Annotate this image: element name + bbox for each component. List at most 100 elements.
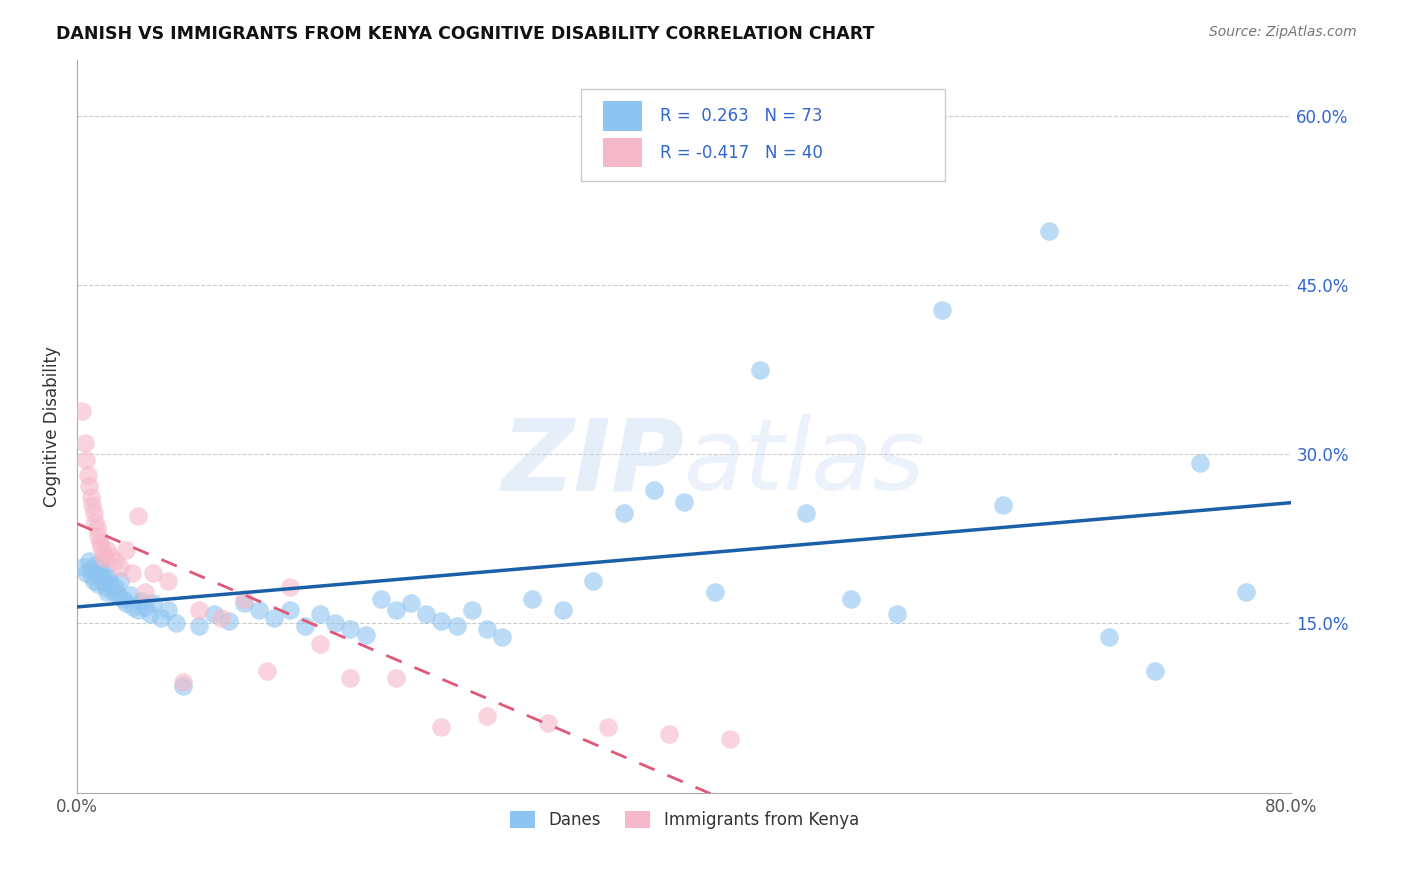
Point [354, 628, 377, 642]
Point [91, 574, 114, 588]
Point [114, 543, 136, 558]
Point [233, 591, 256, 606]
Point [794, 506, 817, 520]
Point [129, 594, 152, 608]
Point [75, 566, 97, 580]
Point [582, 574, 605, 588]
Point [309, 607, 332, 622]
Point [120, 588, 142, 602]
Text: R = -0.417   N = 40: R = -0.417 N = 40 [659, 144, 823, 161]
Point [127, 603, 149, 617]
Point [114, 596, 136, 610]
Point [233, 596, 256, 610]
Point [202, 607, 225, 622]
Point [1234, 585, 1257, 599]
Point [96, 585, 118, 599]
Point [76, 467, 98, 482]
Point [122, 599, 145, 614]
Point [108, 574, 131, 588]
Point [385, 603, 408, 617]
Text: Source: ZipAtlas.com: Source: ZipAtlas.com [1209, 25, 1357, 39]
Point [142, 566, 165, 580]
Point [537, 715, 560, 730]
Point [399, 596, 422, 610]
Point [121, 566, 143, 580]
Point [209, 611, 232, 625]
Text: atlas: atlas [685, 414, 927, 511]
Point [93, 566, 115, 580]
Point [142, 596, 165, 610]
Point [104, 581, 127, 595]
Point [107, 588, 129, 602]
Point [87, 577, 110, 591]
Text: ZIP: ZIP [502, 414, 685, 511]
Point [83, 574, 105, 588]
Point [157, 574, 180, 588]
Point [90, 540, 112, 554]
Point [82, 569, 104, 583]
Point [278, 603, 301, 617]
Point [263, 611, 285, 625]
Point [309, 637, 332, 651]
Point [73, 436, 96, 450]
Point [278, 581, 301, 595]
Point [415, 607, 437, 622]
Point [673, 494, 696, 508]
Point [139, 607, 162, 622]
Point [256, 664, 278, 678]
Point [491, 630, 513, 644]
Point [157, 603, 180, 617]
Point [475, 709, 498, 723]
Point [643, 483, 665, 498]
Point [72, 560, 94, 574]
Point [98, 571, 121, 585]
Point [83, 506, 105, 520]
Point [886, 607, 908, 622]
Point [218, 614, 240, 628]
Point [80, 490, 103, 504]
Point [96, 543, 118, 558]
Bar [603, 102, 641, 131]
Point [598, 720, 620, 734]
Y-axis label: Cognitive Disability: Cognitive Disability [44, 346, 60, 507]
Point [149, 611, 172, 625]
Point [80, 562, 103, 576]
Point [1189, 456, 1212, 470]
Point [1143, 664, 1166, 678]
Point [75, 453, 97, 467]
Point [339, 622, 361, 636]
Point [522, 591, 544, 606]
Point [86, 566, 108, 580]
Point [103, 585, 125, 599]
Text: DANISH VS IMMIGRANTS FROM KENYA COGNITIVE DISABILITY CORRELATION CHART: DANISH VS IMMIGRANTS FROM KENYA COGNITIV… [56, 25, 875, 43]
Point [385, 671, 408, 685]
Point [172, 675, 194, 690]
Point [100, 577, 122, 591]
Point [749, 363, 772, 377]
Point [247, 603, 270, 617]
Point [84, 515, 107, 529]
Point [931, 302, 953, 317]
Point [94, 581, 117, 595]
Point [91, 547, 114, 561]
Point [89, 560, 111, 574]
Point [77, 479, 100, 493]
Point [77, 554, 100, 568]
Point [658, 727, 681, 741]
Point [323, 616, 346, 631]
Point [187, 603, 209, 617]
Bar [603, 138, 641, 168]
Point [551, 603, 574, 617]
Point [718, 731, 741, 746]
Point [370, 591, 392, 606]
Point [82, 498, 104, 512]
Point [108, 560, 131, 574]
Point [89, 535, 111, 549]
Point [172, 679, 194, 693]
Point [90, 569, 112, 583]
Point [104, 554, 127, 568]
Point [612, 506, 634, 520]
Point [134, 599, 156, 614]
Point [839, 591, 862, 606]
Point [100, 549, 122, 563]
